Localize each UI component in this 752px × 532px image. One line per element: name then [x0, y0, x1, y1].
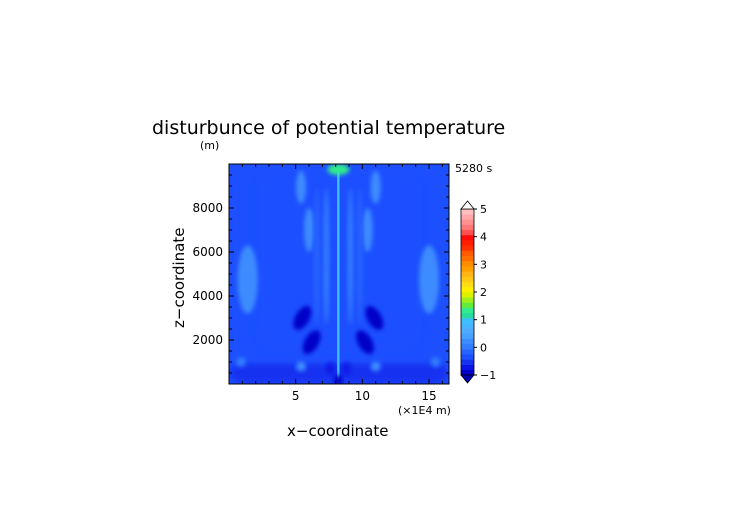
field-feature-cool_lobe	[365, 306, 384, 330]
time-label: 5280 s	[455, 162, 492, 175]
colorbar-swatch	[461, 234, 474, 241]
colorbar-swatch	[461, 224, 474, 231]
heatmap-field	[229, 164, 449, 384]
y-axis-label: z−coordinate	[170, 228, 188, 328]
field-feature-warm_streak	[370, 170, 381, 204]
field-feature-warm_lobe	[237, 245, 258, 314]
colorbar-swatch	[461, 312, 474, 319]
colorbar-swatch	[461, 271, 474, 277]
colorbar-tick-label: 5	[480, 203, 487, 216]
field-feature-warm_streak	[304, 208, 314, 252]
x-axis: 5 10 15	[241, 164, 443, 403]
colorbar-swatch	[461, 323, 474, 329]
field-streak	[323, 188, 330, 325]
colorbar-swatch	[461, 292, 474, 298]
x-tick-label: 10	[355, 389, 370, 403]
colorbar: −1 0 1 2 3 4 5	[460, 200, 496, 384]
colorbar-swatch	[461, 333, 474, 339]
field-feature-top_cap	[327, 164, 350, 175]
colorbar-tick-label: 0	[480, 341, 487, 354]
field-streak	[356, 188, 363, 325]
colorbar-swatch	[461, 338, 474, 345]
colorbar-swatch	[461, 343, 474, 350]
colorbar-swatch	[461, 369, 474, 376]
colorbar-swatch	[461, 229, 474, 236]
x-tick-label: 15	[421, 389, 436, 403]
colorbar-swatch	[461, 214, 474, 220]
colorbar-swatch	[461, 219, 474, 225]
field-spot	[430, 357, 441, 367]
colorbar-swatch	[461, 276, 474, 282]
colorbar-tick-label: 2	[480, 286, 487, 299]
y-tick-label: 8000	[192, 201, 223, 215]
colorbar-swatch	[461, 354, 474, 360]
y-tick-label: 6000	[192, 245, 223, 259]
colorbar-swatch	[461, 281, 474, 288]
y-tick-label: 2000	[192, 333, 223, 347]
colorbar-swatch	[461, 286, 474, 293]
field-feature-cool_lobe	[356, 330, 374, 355]
heatmap-area	[229, 164, 449, 384]
y-axis-unit: (m)	[200, 139, 219, 152]
colorbar-tick-label: 4	[480, 231, 487, 244]
field-spot	[370, 361, 381, 372]
colorbar-under-triangle	[460, 374, 475, 384]
y-tick-label: 4000	[192, 289, 223, 303]
colorbar-swatch	[461, 349, 474, 355]
colorbar-swatch	[461, 255, 474, 262]
colorbar-swatch	[461, 328, 474, 334]
field-spot	[326, 362, 335, 375]
field-spot	[236, 357, 246, 367]
field-feature-warm_streak	[296, 170, 306, 204]
colorbar-tick-label: 3	[480, 258, 487, 271]
field-spot	[296, 361, 306, 372]
colorbar-swatch	[461, 266, 474, 272]
colorbar-swatch	[461, 250, 474, 256]
field-feature-cool_lobe	[293, 306, 312, 330]
colorbar-swatch	[461, 260, 474, 267]
x-axis-label: x−coordinate	[287, 422, 388, 440]
colorbar-tick-label: 1	[480, 314, 487, 327]
chart-title: disturbunce of potential temperature	[152, 117, 505, 139]
colorbar-swatch	[461, 307, 474, 314]
x-axis-unit: (×1E4 m)	[398, 404, 451, 417]
colorbar-swatch	[461, 359, 474, 365]
colorbar-tick-label: −1	[480, 369, 496, 382]
colorbar-swatch	[461, 302, 474, 308]
colorbar-swatch	[461, 364, 474, 371]
colorbar-swatch	[461, 297, 474, 303]
field-spot	[334, 374, 343, 384]
x-tick-label: 5	[292, 389, 300, 403]
y-axis: 2000 4000 6000 8000	[192, 174, 449, 374]
field-streak	[347, 188, 354, 325]
field-feature-warm_lobe	[419, 245, 439, 314]
field-spot	[342, 362, 351, 375]
field-feature-warm_streak	[362, 208, 373, 252]
field-feature-cool_lobe	[302, 330, 321, 355]
colorbar-over-triangle	[460, 200, 475, 210]
colorbar-swatch	[461, 209, 474, 215]
colorbar-swatch	[461, 317, 474, 324]
colorbar-swatch	[461, 245, 474, 251]
field-streak	[314, 188, 320, 325]
field-feature-column	[337, 168, 340, 384]
colorbar-swatch	[461, 240, 474, 246]
